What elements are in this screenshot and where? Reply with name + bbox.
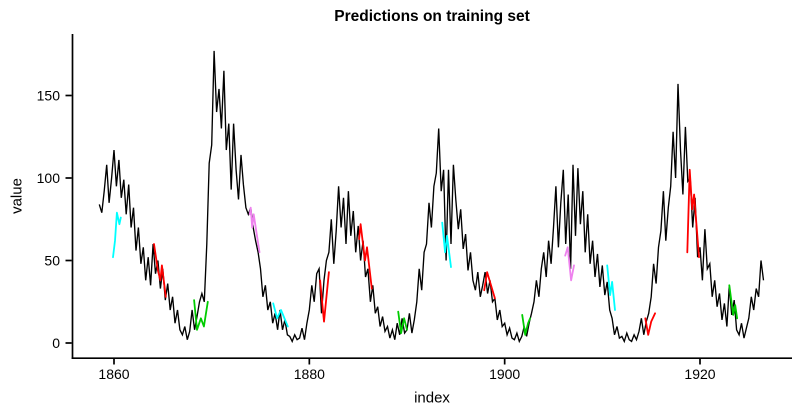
series-training-line: [98, 50, 765, 344]
x-axis-label: index: [414, 389, 450, 407]
y-tick-label: 0: [52, 335, 60, 351]
prediction-segment: [728, 284, 738, 320]
prediction-segment: [606, 264, 616, 311]
prediction-segment: [644, 312, 656, 336]
chart-title: Predictions on training set: [334, 8, 530, 25]
prediction-segment: [153, 243, 167, 298]
prediction-segment: [686, 168, 700, 259]
x-tick-label: 1920: [684, 366, 715, 382]
y-tick-label: 100: [37, 170, 61, 186]
prediction-segment: [521, 313, 531, 336]
x-tick-label: 1900: [489, 366, 520, 382]
prediction-segment: [397, 310, 408, 335]
prediction-segment: [564, 246, 575, 282]
prediction-segment: [441, 221, 452, 269]
y-tick-label: 50: [44, 253, 60, 269]
x-tick-label: 1860: [98, 366, 129, 382]
prediction-segment: [193, 299, 209, 331]
prediction-segment: [358, 223, 373, 290]
prediction-segment: [248, 206, 261, 254]
prediction-segment: [272, 302, 289, 328]
x-tick-label: 1880: [294, 366, 325, 382]
y-tick-label: 150: [37, 88, 61, 104]
prediction-segment: [112, 211, 122, 259]
prediction-segment: [319, 271, 330, 323]
prediction-segment: [483, 271, 496, 300]
y-axis-label: value: [8, 178, 26, 214]
